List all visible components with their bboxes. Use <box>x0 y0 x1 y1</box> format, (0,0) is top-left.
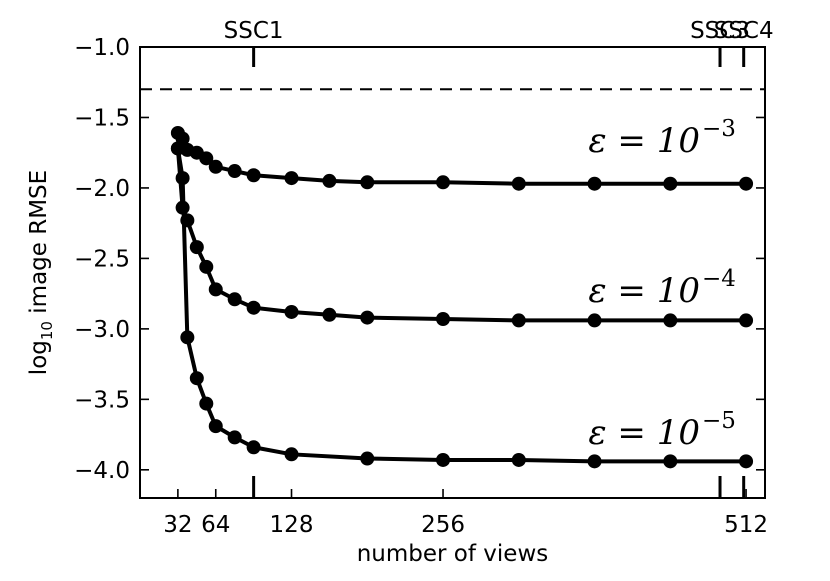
series-label-exponent: −3 <box>702 116 736 142</box>
plot-frame <box>139 46 766 499</box>
data-point <box>436 312 451 327</box>
x-axis-label: number of views <box>357 541 549 567</box>
y-tick-label: −2.5 <box>74 246 130 272</box>
data-point <box>284 304 299 319</box>
y-axis-label-rest: image RMSE <box>26 170 52 321</box>
series-label-exponent: −5 <box>702 408 736 434</box>
data-point <box>227 164 242 179</box>
data-point <box>199 396 214 411</box>
ssc-label: SSC1 <box>224 18 284 44</box>
data-point <box>663 454 678 469</box>
x-tick-label: 512 <box>724 512 768 538</box>
data-point <box>284 171 299 186</box>
plot-area: −1.0 −1.5 −2.0 −2.5 −3.0 −3.5 −4.0 32 64 128 256 51… <box>74 18 774 538</box>
data-point <box>511 313 526 328</box>
data-point <box>208 419 223 434</box>
data-point <box>180 330 195 345</box>
data-point <box>208 159 223 174</box>
data-point <box>663 176 678 191</box>
data-point <box>246 300 261 315</box>
y-tick-label: −1.0 <box>74 35 130 61</box>
data-point <box>322 173 337 188</box>
y-tick-label: −3.5 <box>74 387 130 413</box>
series-label: ε = 10 <box>588 121 700 161</box>
y-axis-label-sub: 10 <box>38 321 56 340</box>
data-point <box>360 310 375 325</box>
data-point <box>360 175 375 190</box>
ssc-label: SSC4 <box>714 18 774 44</box>
y-tick-label: −1.5 <box>74 105 130 131</box>
data-point <box>199 151 214 166</box>
data-point <box>436 452 451 467</box>
data-point <box>511 452 526 467</box>
data-point <box>170 141 185 156</box>
data-point <box>663 313 678 328</box>
y-tick-label: −3.0 <box>74 317 130 343</box>
y-tick-label: −4.0 <box>74 458 130 484</box>
data-point <box>511 176 526 191</box>
data-point <box>284 447 299 462</box>
data-point <box>189 371 204 386</box>
series-label: ε = 10 <box>588 413 700 453</box>
data-point <box>322 307 337 322</box>
data-point <box>587 313 602 328</box>
data-point <box>246 440 261 455</box>
data-point <box>227 292 242 307</box>
data-point <box>208 282 223 297</box>
data-point <box>436 175 451 190</box>
x-tick-label: 128 <box>270 512 314 538</box>
series-label: ε = 10 <box>588 271 700 311</box>
data-point <box>587 176 602 191</box>
ssc-label: SSC3 <box>690 18 750 44</box>
x-tick-label: 64 <box>201 512 230 538</box>
x-tick-label: 32 <box>163 512 192 538</box>
data-point <box>189 240 204 255</box>
y-axis-label-log: log <box>26 340 52 375</box>
data-point <box>739 313 754 328</box>
y-axis-label: log10 image RMSE <box>26 170 56 375</box>
data-point <box>175 171 190 186</box>
y-tick-label: −2.0 <box>74 176 130 202</box>
data-point <box>587 454 602 469</box>
data-point <box>227 430 242 445</box>
series-label-exponent: −4 <box>702 266 736 292</box>
data-point <box>246 168 261 183</box>
series-line <box>175 148 747 323</box>
data-point <box>739 176 754 191</box>
data-point <box>199 259 214 274</box>
data-point <box>739 454 754 469</box>
data-point <box>360 451 375 466</box>
x-tick-label: 256 <box>421 512 465 538</box>
